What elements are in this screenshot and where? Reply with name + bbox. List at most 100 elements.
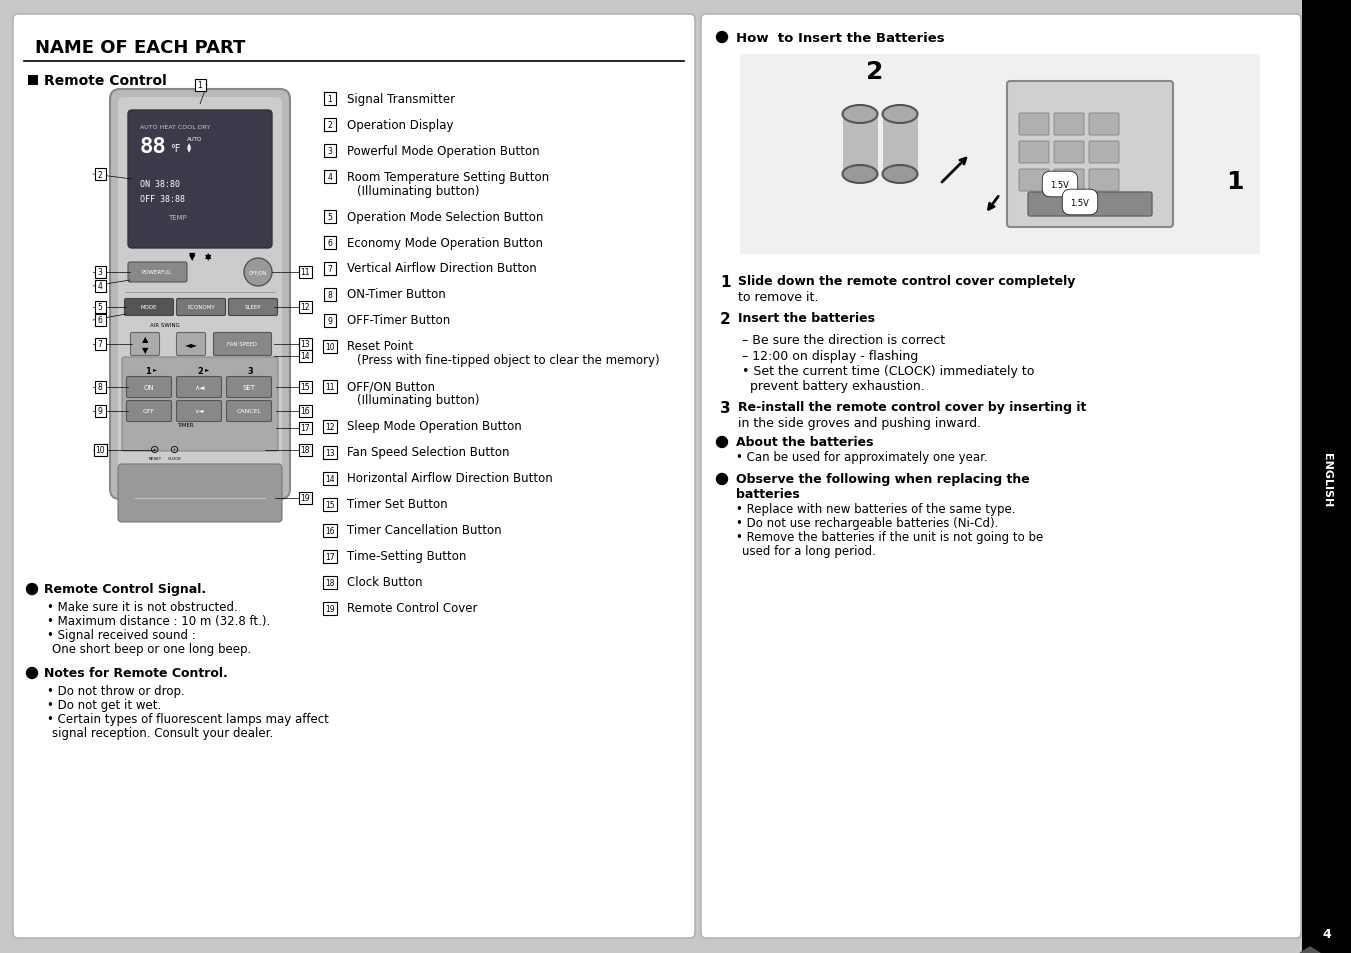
Text: SET: SET [242, 385, 255, 391]
Text: FAN SPEED: FAN SPEED [227, 342, 257, 347]
Text: ▼: ▼ [189, 253, 196, 262]
Text: 1: 1 [720, 274, 731, 290]
FancyBboxPatch shape [177, 401, 222, 422]
Text: Fan Speed Selection Button: Fan Speed Selection Button [347, 446, 509, 459]
Bar [323, 420, 336, 434]
Bar [299, 422, 312, 435]
FancyBboxPatch shape [1089, 113, 1119, 136]
Bar [323, 524, 336, 537]
Text: 16: 16 [300, 407, 309, 416]
Text: – 12:00 on display - flashing: – 12:00 on display - flashing [742, 350, 919, 363]
Text: 2: 2 [97, 171, 103, 179]
Text: 8: 8 [328, 292, 332, 300]
Bar [299, 302, 312, 314]
Text: Economy Mode Operation Button: Economy Mode Operation Button [347, 236, 543, 250]
Text: 11: 11 [300, 268, 309, 277]
Text: 1.5V: 1.5V [1051, 180, 1070, 190]
Bar [740, 55, 1260, 254]
FancyBboxPatch shape [128, 111, 272, 249]
Text: ∧◄: ∧◄ [193, 385, 204, 391]
Text: 4: 4 [97, 282, 103, 292]
FancyBboxPatch shape [1054, 142, 1084, 164]
Text: Time-Setting Button: Time-Setting Button [347, 550, 466, 563]
FancyBboxPatch shape [1089, 170, 1119, 192]
Text: 18: 18 [326, 578, 335, 588]
Text: OFF: OFF [143, 409, 155, 414]
Text: Slide down the remote control cover completely: Slide down the remote control cover comp… [738, 274, 1075, 288]
Text: 1: 1 [145, 367, 151, 375]
Text: ∨◄: ∨◄ [195, 409, 204, 414]
FancyBboxPatch shape [127, 401, 172, 422]
Bar [299, 444, 312, 456]
Bar [323, 340, 336, 354]
Text: RESET: RESET [149, 456, 162, 460]
Text: 10: 10 [95, 446, 105, 455]
Text: Horizontal Airflow Direction Button: Horizontal Airflow Direction Button [347, 472, 553, 485]
Text: ▲: ▲ [205, 251, 211, 260]
Text: Observe the following when replacing the: Observe the following when replacing the [736, 473, 1029, 486]
Text: How  to Insert the Batteries: How to Insert the Batteries [736, 31, 944, 45]
Ellipse shape [843, 166, 878, 184]
Text: POWERFUL: POWERFUL [142, 271, 172, 275]
FancyBboxPatch shape [213, 334, 272, 356]
Text: 18: 18 [300, 446, 309, 455]
Text: Remote Control Cover: Remote Control Cover [347, 602, 477, 615]
Text: • Do not throw or drop.: • Do not throw or drop. [47, 685, 185, 698]
Text: ▼: ▼ [205, 253, 211, 262]
Text: 6: 6 [97, 316, 103, 325]
Bar [299, 381, 312, 394]
FancyBboxPatch shape [1019, 113, 1048, 136]
Text: ►: ► [153, 367, 157, 372]
Text: Powerful Mode Operation Button: Powerful Mode Operation Button [347, 144, 539, 157]
Bar [95, 338, 105, 351]
Text: • Do not use rechargeable batteries (Ni-Cd).: • Do not use rechargeable batteries (Ni-… [736, 517, 998, 530]
Text: OFF/ON Button: OFF/ON Button [347, 380, 435, 393]
Bar [323, 447, 336, 459]
Text: 19: 19 [326, 605, 335, 614]
Text: 5: 5 [327, 213, 332, 222]
Text: Remote Control: Remote Control [45, 74, 166, 88]
FancyBboxPatch shape [177, 299, 226, 316]
Text: 1.5V: 1.5V [1070, 198, 1089, 208]
FancyBboxPatch shape [1019, 170, 1048, 192]
Text: Operation Mode Selection Button: Operation Mode Selection Button [347, 211, 543, 223]
Circle shape [716, 437, 727, 448]
Text: OFF/ON: OFF/ON [249, 271, 267, 275]
Text: 17: 17 [300, 424, 309, 433]
Bar [1302, 0, 1351, 953]
Text: 12: 12 [300, 303, 309, 313]
Text: 15: 15 [300, 383, 309, 392]
Text: TEMP: TEMP [168, 214, 186, 221]
Text: About the batteries: About the batteries [736, 436, 874, 449]
Text: 5: 5 [97, 303, 103, 313]
Bar [324, 263, 336, 275]
Text: 3: 3 [327, 148, 332, 156]
Text: 3: 3 [247, 367, 253, 375]
Text: CANCEL: CANCEL [236, 409, 262, 414]
Bar [299, 267, 312, 278]
Ellipse shape [882, 106, 917, 124]
Text: Room Temperature Setting Button: Room Temperature Setting Button [347, 171, 549, 183]
Bar [28, 76, 38, 86]
Text: 13: 13 [326, 449, 335, 458]
Bar [323, 602, 336, 616]
Text: 4: 4 [1323, 927, 1331, 941]
Bar [299, 493, 312, 504]
FancyBboxPatch shape [122, 357, 278, 452]
Bar [95, 314, 105, 327]
Text: prevent battery exhaustion.: prevent battery exhaustion. [742, 379, 924, 393]
Text: ON: ON [143, 385, 154, 391]
Bar [95, 381, 105, 394]
FancyBboxPatch shape [701, 15, 1301, 938]
Text: • Certain types of fluorescent lamps may affect: • Certain types of fluorescent lamps may… [47, 713, 328, 726]
Text: 1: 1 [197, 81, 203, 91]
Bar [299, 406, 312, 417]
Text: 2: 2 [328, 121, 332, 131]
Text: 4: 4 [327, 173, 332, 182]
FancyBboxPatch shape [1006, 82, 1173, 228]
Text: 14: 14 [326, 475, 335, 484]
Text: 11: 11 [326, 383, 335, 392]
FancyBboxPatch shape [1019, 142, 1048, 164]
Text: ◄►: ◄► [185, 340, 197, 349]
FancyBboxPatch shape [227, 401, 272, 422]
